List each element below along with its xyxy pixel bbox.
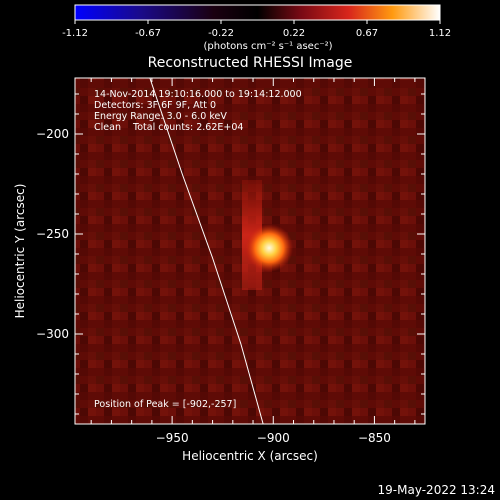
colorbar-tick-5: 1.12 <box>429 28 451 39</box>
chart-title: Reconstructed RHESSI Image <box>148 55 353 71</box>
annotation-energy-range: Energy Range: 3.0 - 6.0 keV <box>94 111 227 122</box>
y-axis-ticks: −200 −250 −300 <box>36 93 425 415</box>
x-tick-label: −950 <box>156 431 189 445</box>
colorbar-tick-2: -0.22 <box>208 28 234 39</box>
peak-source <box>245 224 294 272</box>
x-tick-label: −900 <box>257 431 290 445</box>
x-tick-label: −850 <box>358 431 391 445</box>
solar-limb-curve <box>149 78 264 424</box>
x-axis-ticks: −950 −900 −850 <box>90 78 416 445</box>
x-axis-label: Heliocentric X (arcsec) <box>182 449 318 463</box>
heatmap-image <box>75 78 425 424</box>
annotation-time-range: 14-Nov-2014 19:10:16.000 to 19:14:12.000 <box>94 89 302 100</box>
colorbar-ticks <box>74 20 441 24</box>
colorbar-tick-4: 0.67 <box>356 28 378 39</box>
footer-timestamp: 19-May-2022 13:24 <box>378 483 495 497</box>
y-tick-label: −200 <box>36 127 69 141</box>
y-axis-label: Heliocentric Y (arcsec) <box>13 184 27 319</box>
colorbar <box>74 4 441 21</box>
annotation-detectors: Detectors: 3F 6F 9F, Att 0 <box>94 100 216 111</box>
y-tick-label: −250 <box>36 227 69 241</box>
colorbar-tick-0: -1.12 <box>62 28 88 39</box>
colorbar-tick-1: -0.67 <box>135 28 161 39</box>
annotation-counts: Clean Total counts: 2.62E+04 <box>94 122 243 133</box>
colorbar-tick-3: 0.22 <box>283 28 305 39</box>
colorbar-units: (photons cm⁻² s⁻¹ asec⁻²) <box>203 41 332 52</box>
annotation-peak-position: Position of Peak = [-902,-257] <box>94 399 236 410</box>
plot-frame <box>74 77 426 425</box>
y-tick-label: −300 <box>36 327 69 341</box>
